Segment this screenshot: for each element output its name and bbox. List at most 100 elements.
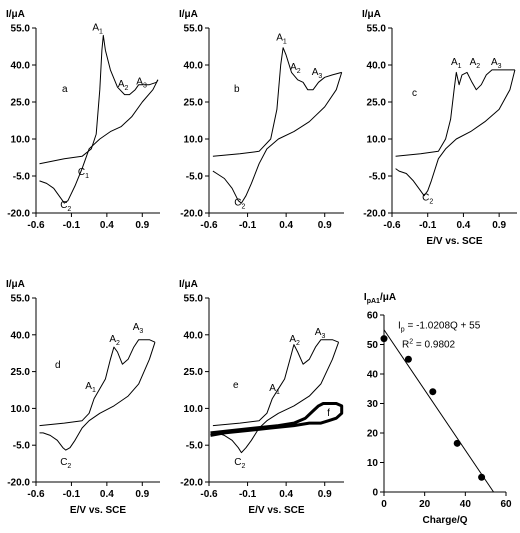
y-axis-title: I/μA <box>179 9 198 20</box>
y-axis-title-sub: pA1 <box>367 298 380 305</box>
y-axis-title: I/μA <box>6 279 25 290</box>
y-tick-label: -5.0 <box>13 441 31 452</box>
peak-label-main: A <box>276 32 283 43</box>
series-line <box>39 342 156 451</box>
x-tick-label: 0.9 <box>318 220 332 231</box>
r-squared: R2 = 0.9802 <box>402 338 456 350</box>
series-line <box>210 402 344 437</box>
y-tick-label: -20.0 <box>363 209 386 220</box>
chart-panel-c: -20.0 -5.0 10.0 25.0 40.0 55.0 -0.6 -0.1 0.4 0.9 I… <box>362 9 517 247</box>
x-tick-label: -0.1 <box>239 220 257 231</box>
peak-label-sub: 2 <box>429 199 433 206</box>
y-tick-label: 40.0 <box>184 61 204 72</box>
y-tick-label: 40.0 <box>11 330 31 341</box>
peak-label-main: A <box>289 334 296 345</box>
x-tick-label: 40 <box>460 499 472 510</box>
y-axis-title-unit: /μA <box>380 292 396 303</box>
peak-label: A3 <box>133 322 144 335</box>
x-tick-label: -0.6 <box>27 220 45 231</box>
series-line <box>212 342 340 454</box>
fit-line <box>383 329 494 493</box>
peak-label: C2 <box>60 200 71 213</box>
data-point <box>429 388 437 396</box>
chart-panel-d: -20.0 -5.0 10.0 25.0 40.0 55.0 -0.6 -0.1 0.4 0.9 I… <box>6 279 160 516</box>
peak-label-main: C <box>234 198 241 209</box>
x-tick-label: 0.9 <box>492 220 506 231</box>
peak-label-sub: 2 <box>296 340 300 347</box>
x-tick-label: 0 <box>381 499 387 510</box>
peak-label: A1 <box>269 383 280 396</box>
peak-label: C2 <box>422 193 433 206</box>
peak-label: f <box>327 408 330 419</box>
peak-label-sub: 1 <box>458 63 462 70</box>
panel-label: d <box>55 360 61 371</box>
y-tick-label: 55.0 <box>11 24 31 35</box>
peak-label-sub: 3 <box>139 328 143 335</box>
peak-label-main: f <box>327 408 330 419</box>
peak-label-sub: 2 <box>125 85 129 92</box>
peak-label-sub: 2 <box>67 463 71 470</box>
r-squared-rhs: = 0.9802 <box>413 339 455 350</box>
peak-label-main: A <box>312 67 319 78</box>
peak-label: A2 <box>109 334 120 347</box>
fit-equation: Ip = -1.0208Q + 55 <box>398 320 481 333</box>
peak-label: A1 <box>85 381 96 394</box>
y-tick-label: 25.0 <box>367 98 387 109</box>
series-line <box>212 47 342 157</box>
peak-label-main: C <box>60 200 67 211</box>
x-tick-label: -0.6 <box>200 489 218 500</box>
peak-label: A3 <box>315 327 326 340</box>
x-tick-label: 0.4 <box>279 489 293 500</box>
r-squared-sup: 2 <box>409 338 413 345</box>
x-tick-label: 0.4 <box>279 220 293 231</box>
series-line <box>39 79 159 204</box>
peak-label-main: A <box>118 79 125 90</box>
x-tick-label: 60 <box>500 499 512 510</box>
series-line <box>212 72 343 204</box>
fit-equation-sub: p <box>401 326 405 333</box>
y-tick-label: 10.0 <box>367 135 387 146</box>
peak-label: A1 <box>92 22 103 35</box>
peak-label-main: C <box>60 457 67 468</box>
data-point <box>380 335 388 343</box>
peak-label-sub: 2 <box>67 206 71 213</box>
y-axis-title-main: I <box>364 292 367 303</box>
y-axis-title: IpA1/μA <box>364 292 396 305</box>
peak-label-main: A <box>109 334 116 345</box>
y-tick-label: -20.0 <box>180 478 203 489</box>
y-tick-label: 40.0 <box>367 61 387 72</box>
series-line <box>395 69 516 197</box>
x-tick-label: -0.1 <box>63 489 81 500</box>
y-axis-title: I/μA <box>179 279 198 290</box>
y-tick-label: 10.0 <box>11 404 31 415</box>
y-tick-label: 55.0 <box>184 294 204 305</box>
peak-label-sub: 3 <box>498 63 502 70</box>
x-tick-label: 0.9 <box>318 489 332 500</box>
y-tick-label: -5.0 <box>186 441 204 452</box>
chart-panel-e: -20.0 -5.0 10.0 25.0 40.0 55.0 -0.6 -0.1 0.4 0.9 I… <box>179 279 344 516</box>
peak-label-sub: 3 <box>321 333 325 340</box>
peak-label-main: C <box>422 193 429 204</box>
y-tick-label: 40.0 <box>11 61 31 72</box>
y-axis-title: I/μA <box>6 9 25 20</box>
series-line <box>395 69 515 157</box>
x-tick-label: 0.4 <box>100 489 114 500</box>
peak-label: A2 <box>289 334 300 347</box>
peak-label-sub: 2 <box>476 63 480 70</box>
peak-label-sub: 3 <box>318 73 322 80</box>
peak-label-sub: 2 <box>116 340 120 347</box>
y-tick-label: -20.0 <box>7 209 30 220</box>
y-tick-label: 25.0 <box>184 98 204 109</box>
peak-label-main: A <box>92 22 99 33</box>
y-tick-label: 50 <box>367 340 379 351</box>
chart-panel-a: -20.0 -5.0 10.0 25.0 40.0 55.0 -0.6 -0.1 0.4 0.9 I… <box>6 9 160 231</box>
peak-label-main: A <box>133 322 140 333</box>
peak-label: C2 <box>60 457 71 470</box>
peak-label-sub: 2 <box>242 463 246 470</box>
peak-label: A2 <box>470 57 481 70</box>
peak-label-main: A <box>491 57 498 68</box>
y-tick-label: 25.0 <box>184 367 204 378</box>
peak-label: C1 <box>78 167 89 180</box>
y-tick-label: 10.0 <box>184 135 204 146</box>
